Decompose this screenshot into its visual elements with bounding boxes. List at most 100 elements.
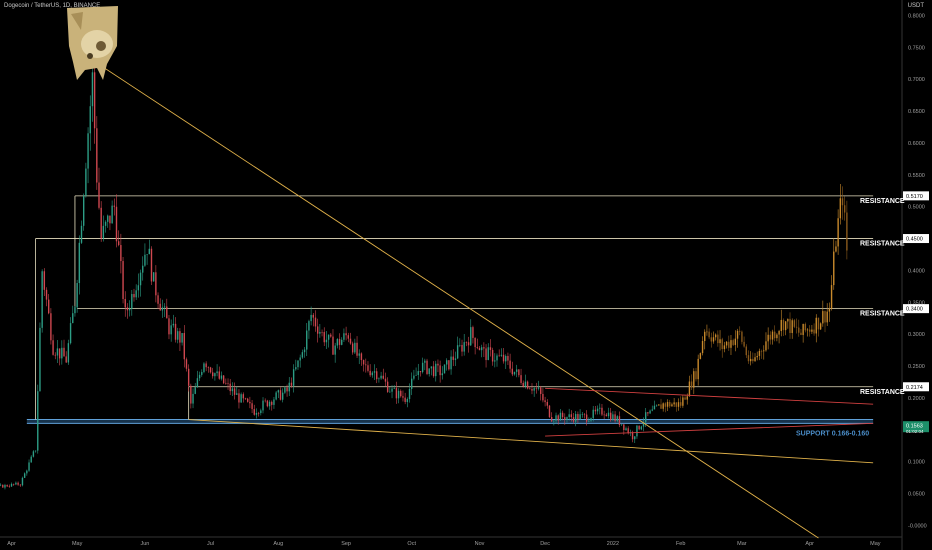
candle-body: [712, 337, 715, 342]
candle-body: [284, 387, 286, 393]
candle-body: [37, 391, 39, 451]
candle-body: [135, 290, 137, 298]
candle-body: [813, 329, 815, 334]
candle-body: [828, 308, 831, 312]
candle-body: [610, 412, 612, 421]
price-tag-label: 0.4500: [906, 237, 923, 243]
price-tag: [903, 191, 929, 201]
candle-body: [494, 360, 496, 362]
candle-body: [205, 363, 207, 368]
candle-body: [575, 414, 577, 422]
candle-body: [113, 205, 116, 207]
candle-body: [80, 225, 83, 243]
x-tick-label: Oct: [407, 541, 416, 547]
candle-body: [266, 400, 269, 407]
candle-body: [170, 325, 172, 335]
candle-body: [743, 341, 745, 347]
candle-body: [470, 327, 472, 346]
candle-body: [677, 402, 680, 407]
candle-body: [647, 412, 649, 414]
candle-body: [255, 413, 258, 415]
candle-body: [728, 341, 730, 348]
candle-body: [152, 272, 155, 282]
candle-body: [804, 323, 807, 331]
candle-body: [776, 334, 778, 339]
candle-body: [454, 358, 457, 360]
candle-body: [430, 366, 433, 369]
candle-body: [684, 397, 686, 400]
candle-body: [701, 341, 704, 354]
candle-body: [102, 225, 105, 239]
candle-body: [636, 425, 638, 437]
candle-body: [26, 470, 28, 474]
candle-body: [54, 354, 56, 356]
x-tick-label: May: [870, 541, 881, 547]
candle-body: [771, 331, 774, 340]
candle-body: [833, 251, 835, 286]
candle-body: [710, 337, 712, 342]
candle-body: [417, 371, 419, 375]
candle-body: [172, 323, 175, 326]
x-tick-label: Aug: [273, 541, 283, 547]
y-tick-label: 0.6500: [908, 109, 925, 115]
candle-body: [736, 330, 739, 339]
x-tick-label: May: [72, 541, 83, 547]
candle-body: [769, 334, 772, 340]
candle-body: [824, 311, 826, 323]
candle-body: [242, 394, 245, 399]
candle-body: [203, 363, 205, 373]
candle-body: [45, 289, 48, 300]
candle-body: [426, 360, 428, 374]
price-tag: [903, 382, 929, 392]
candle-body: [518, 369, 520, 376]
candle-body: [526, 381, 529, 389]
candle-body: [174, 323, 177, 340]
candle-body: [682, 397, 684, 406]
candle-body: [244, 398, 247, 399]
resistance-label: RESISTANCE: [860, 241, 905, 248]
candle-body: [627, 428, 629, 434]
candle-body: [308, 321, 310, 331]
candle-body: [793, 320, 796, 327]
candle-body: [585, 414, 588, 422]
y-tick-label: 0.1000: [908, 460, 925, 466]
candle-body: [362, 360, 365, 365]
candle-body: [360, 353, 363, 361]
candle-body: [594, 409, 597, 412]
candle-body: [2, 484, 4, 488]
candle-body: [739, 330, 741, 332]
candle-body: [795, 326, 798, 328]
candle-body: [752, 358, 754, 362]
candle-body: [229, 383, 231, 392]
candle-body: [435, 363, 437, 377]
candle-body: [634, 436, 636, 440]
candle-body: [367, 365, 369, 371]
candle-body: [465, 342, 468, 343]
candle-body: [765, 341, 767, 351]
candle-body: [155, 272, 157, 296]
x-tick-label: Sep: [341, 541, 351, 547]
candle-body: [349, 338, 352, 344]
candle-body: [386, 381, 389, 392]
candle-body: [19, 484, 21, 486]
candle-body: [502, 354, 505, 362]
candle-body: [183, 333, 185, 360]
candle-body: [664, 403, 667, 407]
candle-body: [555, 415, 557, 421]
candle-body: [432, 366, 435, 377]
candle-body: [566, 417, 568, 420]
candle-body: [207, 367, 210, 368]
candle-body: [450, 356, 452, 370]
level-labels: SUPPORT 0.166-0.160 RESISTANCE RESISTANCE R…: [796, 198, 905, 437]
candle-body: [607, 412, 610, 417]
price-tag-label: 0.5170: [906, 194, 923, 200]
candle-body: [695, 371, 697, 380]
candle-body: [384, 378, 387, 382]
candle-body: [4, 485, 6, 488]
candle-body: [34, 450, 37, 452]
candle-body: [6, 485, 8, 487]
candle-body: [371, 372, 374, 376]
candle-body: [732, 340, 734, 345]
candle-body: [177, 331, 179, 340]
